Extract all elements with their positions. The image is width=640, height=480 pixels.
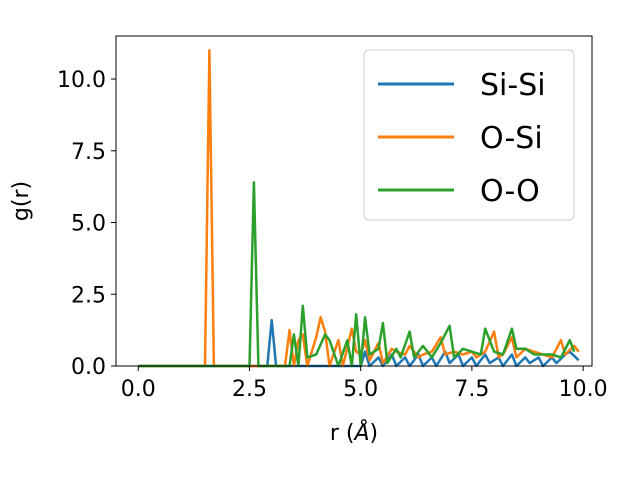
y-tick-label: 2.5 [71,283,106,308]
x-tick-label: 5.0 [343,377,378,402]
legend: Si-Si O-Si O-O [363,49,575,221]
series-line-si-si [138,318,580,368]
x-tick-label: 0.0 [121,377,156,402]
legend-label: O-Si [480,121,543,156]
y-tick-label: 10.0 [57,68,106,93]
y-tick-label: 0.0 [71,355,106,380]
x-axis: 0.0 2.5 5.0 7.5 10.0 [121,366,608,402]
plot-frame [115,35,593,367]
x-tick-label: 7.5 [454,377,489,402]
y-axis-label: g(r) [9,181,34,221]
series-line-o-o [138,181,576,368]
x-axis-label: r (Å) [330,419,378,446]
plot-lines [138,49,580,368]
legend-frame [363,49,575,221]
y-tick-label: 5.0 [71,212,106,237]
y-axis: 0.0 2.5 5.0 7.5 10.0 [57,68,116,380]
series-line-o-si [138,49,580,368]
legend-label: Si-Si [480,68,546,103]
legend-label: O-O [480,174,540,209]
x-tick-label: 10.0 [559,377,608,402]
x-tick-label: 2.5 [232,377,267,402]
y-tick-label: 7.5 [71,140,106,165]
